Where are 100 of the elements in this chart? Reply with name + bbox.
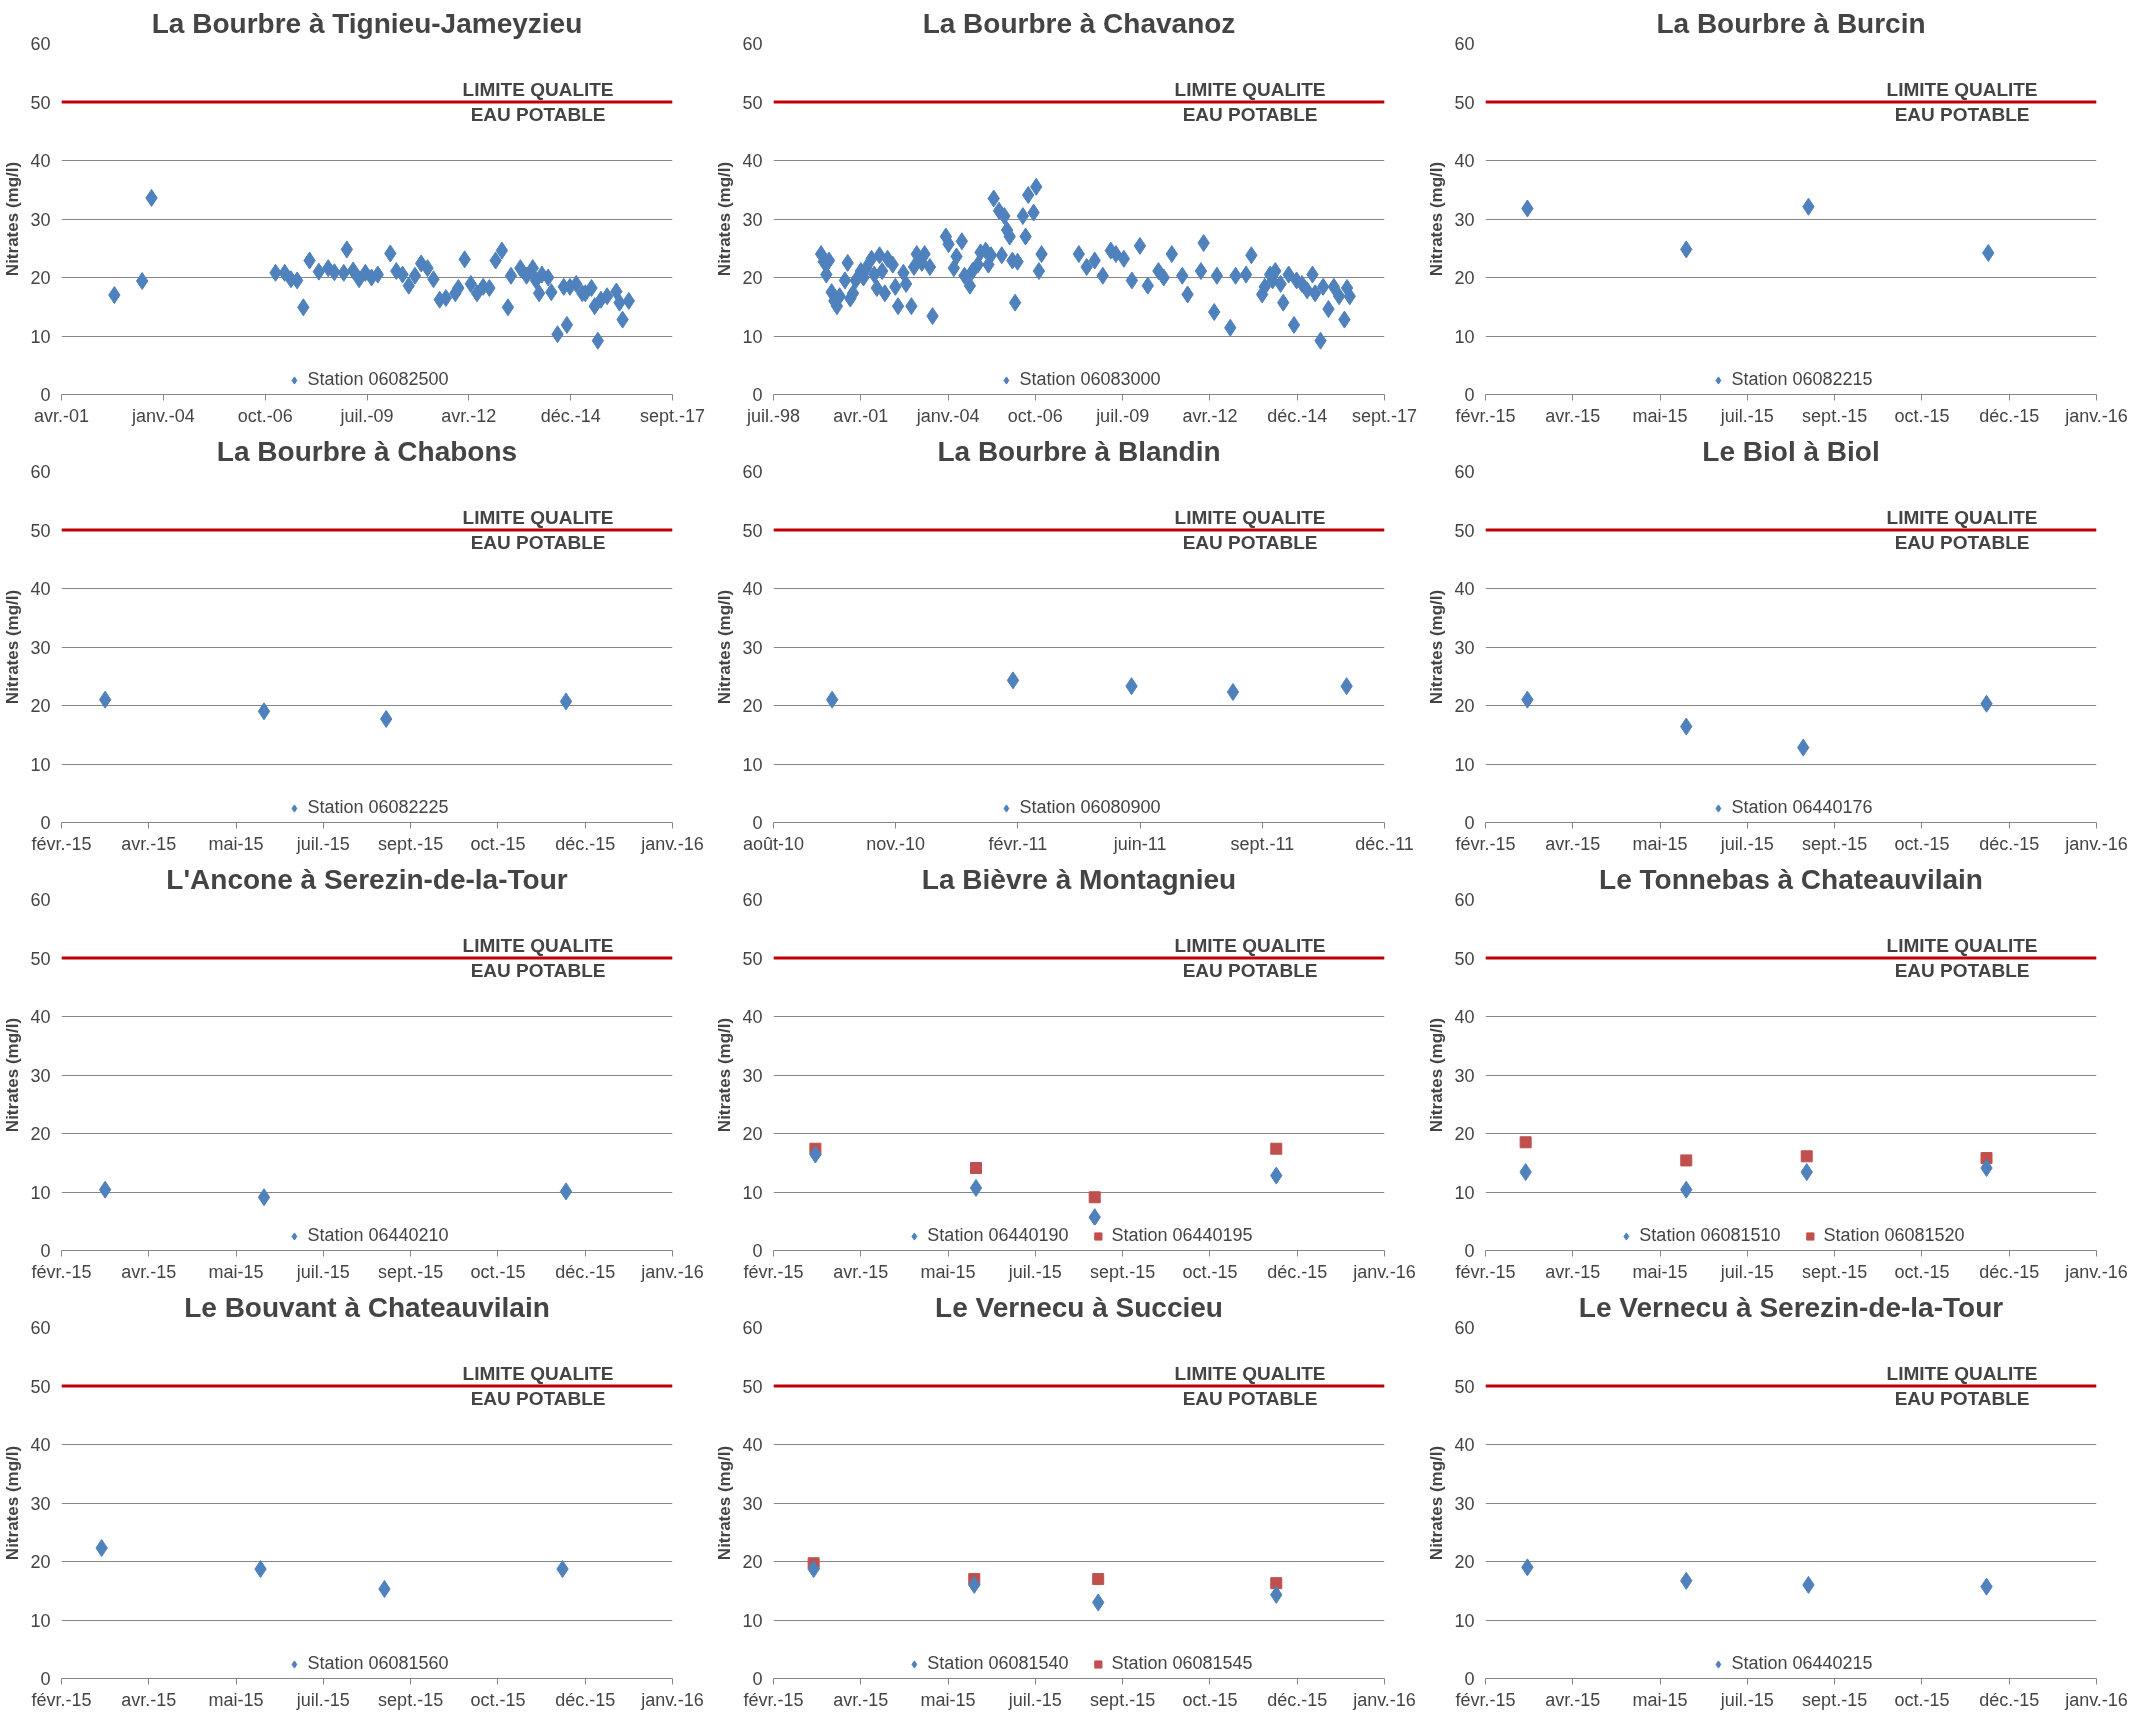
- y-tick-label: 20: [742, 268, 763, 288]
- x-tick-label: oct.-15: [470, 833, 526, 854]
- x-tick-label: déc.-11: [1355, 833, 1414, 854]
- chart-title: La Bièvre à Montagnieu: [921, 863, 1237, 895]
- x-tick-label: sept.-15: [1090, 1261, 1156, 1282]
- x-tick-label: avr.-15: [121, 833, 177, 854]
- y-tick-label: 60: [30, 890, 51, 910]
- x-tick-label: janv.-16: [2064, 405, 2128, 426]
- x-tick-label: févr.-15: [1455, 405, 1516, 426]
- x-tick-label: juil.-15: [295, 1261, 350, 1282]
- y-tick-label: 10: [30, 754, 51, 775]
- y-tick-label: 30: [30, 1065, 51, 1086]
- x-tick-label: déc.-15: [1267, 1689, 1328, 1710]
- x-tick-label: mai-15: [208, 1689, 264, 1710]
- x-tick-label: mai-15: [920, 1261, 976, 1282]
- x-tick-label: févr.-15: [1455, 1689, 1516, 1710]
- y-tick-label: 60: [742, 890, 763, 910]
- legend-label: Station 06082225: [307, 797, 449, 818]
- x-tick-label: juil.-15: [1719, 833, 1774, 854]
- x-tick-label: sept.-11: [1230, 833, 1295, 854]
- chart-title: La Bourbre à Chavanoz: [922, 7, 1236, 39]
- y-tick-label: 30: [30, 1493, 51, 1514]
- x-tick-label: sept.-15: [1802, 405, 1868, 426]
- x-tick-label: oct.-06: [237, 405, 293, 426]
- y-tick-label: 50: [742, 1376, 763, 1397]
- y-tick-label: 40: [1454, 1435, 1475, 1455]
- x-tick-label: oct.-15: [470, 1261, 526, 1282]
- chart-title: Le Tonnebas à Chateauvilain: [1599, 863, 1983, 895]
- x-tick-label: avr.-15: [833, 1689, 889, 1710]
- y-tick-label: 30: [742, 1493, 763, 1514]
- x-tick-label: avr.-15: [1545, 1689, 1601, 1710]
- chart-title: Le Biol à Biol: [1702, 435, 1880, 467]
- x-tick-label: janv.-16: [2064, 833, 2128, 854]
- x-tick-label: mai-15: [208, 1261, 264, 1282]
- legend-label: Station 06081545: [1111, 1653, 1253, 1674]
- y-tick-label: 60: [30, 34, 51, 54]
- y-tick-label: 40: [1454, 579, 1475, 599]
- y-tick-label: 0: [40, 385, 51, 405]
- x-tick-label: avr.-15: [121, 1689, 177, 1710]
- x-tick-label: janv.-16: [640, 1261, 704, 1282]
- y-tick-label: 30: [742, 1065, 763, 1086]
- x-tick-label: sept.-15: [378, 1261, 444, 1282]
- x-tick-label: juil.-15: [1719, 1261, 1774, 1282]
- x-tick-label: oct.-15: [1894, 405, 1950, 426]
- y-tick-label: 40: [30, 579, 51, 599]
- y-tick-label: 20: [742, 1552, 763, 1572]
- x-tick-label: juil.-15: [1007, 1689, 1062, 1710]
- y-tick-label: 50: [742, 520, 763, 541]
- y-tick-label: 10: [742, 1182, 763, 1203]
- x-tick-label: déc.-15: [1979, 833, 2040, 854]
- x-tick-label: juil.-09: [339, 405, 394, 426]
- y-axis-title: Nitrates (mg/l): [3, 1445, 23, 1561]
- y-tick-label: 50: [1454, 92, 1475, 113]
- x-tick-label: févr.-15: [1455, 1261, 1516, 1282]
- y-tick-label: 0: [40, 1669, 51, 1689]
- x-tick-label: sept.-15: [1802, 1689, 1868, 1710]
- y-tick-label: 0: [752, 1669, 763, 1689]
- y-axis-title: Nitrates (mg/l): [715, 1445, 735, 1561]
- ref-line-label: LIMITE QUALITE EAU POTABLE: [1886, 78, 2038, 126]
- x-tick-label: mai-15: [1632, 1689, 1688, 1710]
- x-tick-label: févr.-15: [31, 1261, 92, 1282]
- y-tick-label: 60: [1454, 890, 1475, 910]
- legend-label: Station 06081560: [307, 1653, 449, 1674]
- x-tick-label: mai-15: [920, 1689, 976, 1710]
- x-tick-label: sept.-15: [378, 1689, 444, 1710]
- y-tick-label: 40: [30, 1435, 51, 1455]
- y-tick-label: 30: [1454, 1065, 1475, 1086]
- y-axis-title: Nitrates (mg/l): [1427, 1017, 1447, 1133]
- x-tick-label: févr.-15: [743, 1261, 804, 1282]
- ref-line-label: LIMITE QUALITE EAU POTABLE: [462, 1362, 614, 1410]
- chart-title: Le Bouvant à Chateauvilain: [184, 1291, 550, 1323]
- y-axis-title: Nitrates (mg/l): [3, 589, 23, 705]
- x-tick-label: oct.-15: [1182, 1261, 1238, 1282]
- x-tick-label: sept.-15: [1802, 833, 1868, 854]
- y-tick-label: 0: [1464, 385, 1475, 405]
- y-tick-label: 10: [30, 1182, 51, 1203]
- y-tick-label: 50: [30, 92, 51, 113]
- x-tick-label: janv.-04: [915, 405, 980, 426]
- x-tick-label: déc.-15: [1267, 1261, 1328, 1282]
- ref-line-label: LIMITE QUALITE EAU POTABLE: [1174, 78, 1326, 126]
- ref-line-label: LIMITE QUALITE EAU POTABLE: [1174, 934, 1326, 982]
- ref-line-label: LIMITE QUALITE EAU POTABLE: [1886, 506, 2038, 554]
- y-tick-label: 20: [30, 1124, 51, 1144]
- chart-title: La Bourbre à Burcin: [1656, 7, 1926, 39]
- x-tick-label: janv.-16: [640, 833, 704, 854]
- y-tick-label: 0: [1464, 1669, 1475, 1689]
- x-tick-label: juil.-98: [745, 405, 801, 426]
- x-tick-label: mai-15: [1632, 833, 1688, 854]
- y-tick-label: 10: [1454, 1610, 1475, 1631]
- x-tick-label: févr.-15: [1455, 833, 1516, 854]
- x-tick-label: janv.-16: [640, 1689, 704, 1710]
- legend-label: Station 06440195: [1111, 1225, 1253, 1246]
- y-tick-label: 60: [30, 462, 51, 482]
- y-tick-label: 10: [742, 754, 763, 775]
- x-tick-label: juil.-15: [295, 1689, 350, 1710]
- legend-label: Station 06081520: [1823, 1225, 1965, 1246]
- x-tick-label: déc.-15: [555, 833, 616, 854]
- x-tick-label: oct.-15: [1894, 1261, 1950, 1282]
- legend-label: Station 06082500: [307, 369, 449, 390]
- x-tick-label: févr.-15: [31, 833, 92, 854]
